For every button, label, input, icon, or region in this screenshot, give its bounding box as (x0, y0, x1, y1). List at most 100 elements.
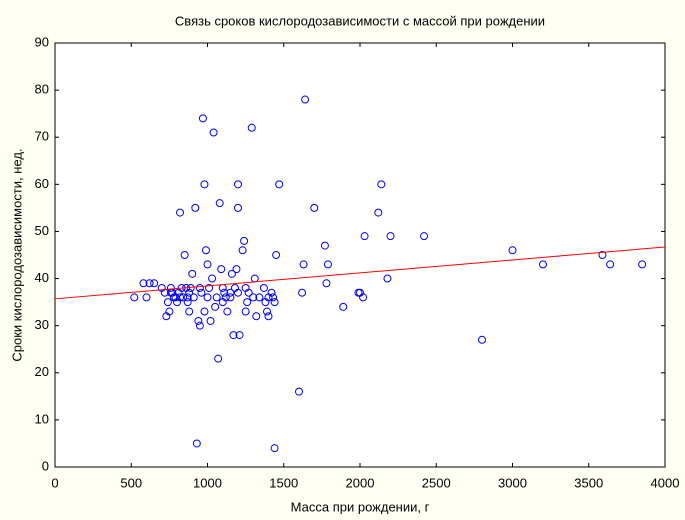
point (234, 288, 242, 297)
point (322, 279, 331, 288)
point (198, 114, 207, 123)
point (215, 199, 224, 208)
y-tick-label: 20 (35, 364, 49, 379)
point (264, 312, 273, 321)
point (176, 208, 185, 217)
point (244, 288, 253, 297)
point (234, 180, 242, 189)
point (211, 302, 220, 311)
x-tick-label: 3000 (498, 475, 527, 490)
point (249, 293, 258, 302)
point (238, 246, 247, 255)
y-tick-label: 40 (35, 270, 49, 285)
point (205, 283, 214, 292)
point (270, 444, 279, 453)
point (247, 123, 256, 132)
x-axis-label: Масса при рождении, г (291, 499, 430, 514)
point (203, 260, 212, 269)
point (320, 241, 329, 250)
point (212, 293, 221, 302)
point (218, 298, 227, 307)
point (189, 293, 198, 302)
point (183, 293, 192, 302)
point (145, 279, 154, 288)
plot-area (54, 42, 666, 468)
y-tick-label: 0 (42, 458, 49, 473)
point (166, 283, 175, 292)
point (386, 232, 395, 241)
point (252, 312, 261, 321)
point (478, 335, 486, 344)
point (195, 283, 204, 292)
point (208, 274, 217, 283)
x-tick-label: 0 (51, 475, 58, 490)
x-tick-label: 500 (120, 475, 142, 490)
point (269, 293, 278, 302)
point (188, 269, 197, 278)
point (203, 293, 212, 302)
y-tick-label: 30 (35, 317, 49, 332)
point (214, 354, 223, 363)
point (539, 260, 547, 269)
point (150, 279, 159, 288)
point (227, 269, 236, 278)
point (179, 293, 188, 302)
point (359, 293, 368, 302)
x-tick-label: 1500 (269, 475, 298, 490)
point (176, 293, 185, 302)
point (298, 288, 307, 297)
point (243, 298, 252, 307)
point (240, 236, 249, 245)
point (197, 288, 206, 297)
point (259, 283, 268, 292)
y-tick-label: 70 (35, 129, 49, 144)
point (191, 203, 200, 212)
point (275, 180, 284, 189)
point (130, 293, 139, 302)
point (194, 316, 203, 325)
point (383, 274, 392, 283)
point (360, 232, 369, 241)
point (195, 321, 204, 330)
point (235, 331, 244, 340)
point (139, 279, 148, 288)
point (165, 307, 174, 316)
point (508, 246, 517, 255)
x-tick-label: 3500 (574, 475, 603, 490)
point (232, 265, 241, 274)
point (234, 203, 242, 212)
point (272, 251, 281, 259)
point (226, 288, 235, 297)
point (217, 265, 226, 274)
point (200, 180, 209, 189)
point (262, 307, 271, 316)
point (206, 316, 215, 325)
point (223, 307, 232, 316)
y-tick-label: 90 (35, 34, 49, 49)
point (420, 232, 429, 241)
point (185, 307, 194, 316)
point (226, 293, 235, 302)
point (299, 260, 308, 269)
point (323, 260, 332, 269)
point (339, 302, 348, 311)
point (638, 260, 647, 269)
point (183, 298, 192, 307)
point (229, 331, 238, 340)
x-tick-label: 2500 (422, 475, 451, 490)
point (255, 293, 264, 302)
chart-title: Связь сроков кислородозависимости с масс… (175, 13, 545, 28)
point (301, 95, 310, 104)
point (270, 298, 279, 307)
point (264, 293, 273, 302)
point (200, 307, 209, 316)
y-tick-label: 10 (35, 411, 49, 426)
x-tick-label: 4000 (651, 475, 680, 490)
y-tick-label: 80 (35, 82, 49, 97)
point (220, 288, 229, 297)
point (598, 251, 607, 259)
point (374, 208, 383, 217)
point (377, 180, 386, 189)
